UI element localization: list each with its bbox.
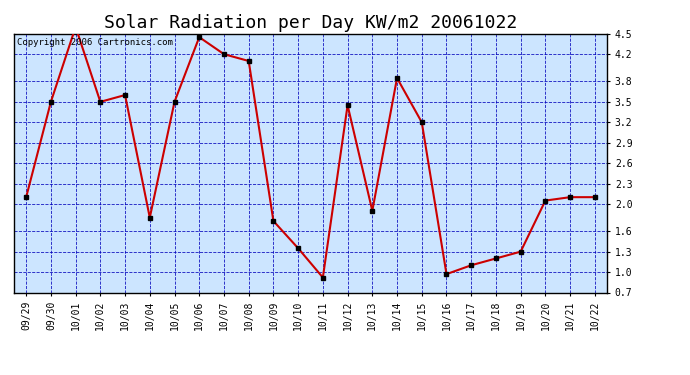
Title: Solar Radiation per Day KW/m2 20061022: Solar Radiation per Day KW/m2 20061022: [104, 14, 517, 32]
Text: Copyright 2006 Cartronics.com: Copyright 2006 Cartronics.com: [17, 38, 172, 46]
